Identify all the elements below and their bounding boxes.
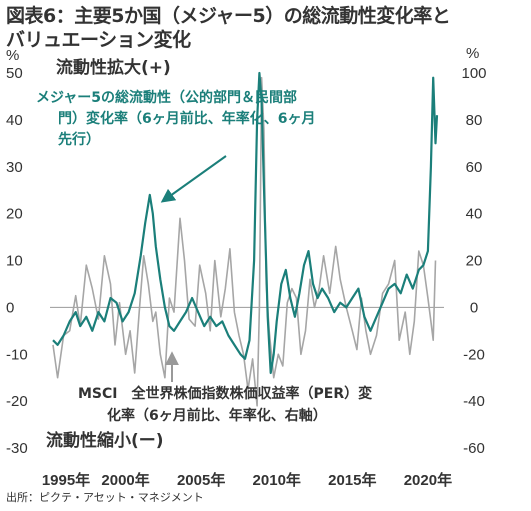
- y-right-tick-label: 60: [466, 159, 483, 176]
- y-left-tick-label: -20: [6, 393, 28, 410]
- y-left-unit: %: [6, 47, 19, 64]
- y-left-tick-label: -10: [6, 346, 28, 363]
- series-line-liquidity: [52, 71, 439, 375]
- chart-title-line1: 図表6：主要5か国（メジャー5）の総流動性変化率と: [6, 5, 451, 27]
- source-note: 出所：ピクテ・アセット・マネジメント: [6, 491, 204, 504]
- annotations-group: 流動性拡大(+) 流動性縮小(ー) メジャー5の総流動性（公的部門＆民間部門）変化率…: [36, 57, 372, 451]
- y-right-tick-label: -20: [463, 346, 485, 363]
- x-tick-label: 2005年: [177, 471, 225, 489]
- chart-title-line2: バリュエーション変化: [6, 29, 191, 51]
- axes-group: 50403020100-10-20-30100806040200-20-40-6…: [6, 45, 487, 489]
- y-right-tick-label: 100: [461, 65, 486, 82]
- y-left-tick-label: 10: [6, 253, 23, 270]
- x-tick-label: 2020年: [404, 471, 452, 489]
- liquidity-series-label: メジャー5の総流動性（公的部門＆民間部: [36, 89, 297, 106]
- x-tick-label: 2000年: [101, 471, 149, 489]
- liquidity-series-label: 門）変化率（6ヶ月前比、年率化、6ヶ月: [58, 110, 315, 127]
- liquidity-down-label: 流動性縮小(ー): [46, 430, 164, 451]
- liquidity-arrow: [160, 155, 227, 203]
- y-right-tick-label: 20: [466, 253, 483, 270]
- y-right-tick-label: -40: [463, 393, 485, 410]
- x-tick-label: 1995年: [42, 471, 90, 489]
- x-tick-label: 2015年: [328, 471, 376, 489]
- y-left-tick-label: 20: [6, 206, 23, 223]
- y-left-tick-label: 50: [6, 65, 23, 82]
- y-left-tick-label: -30: [6, 440, 28, 457]
- y-left-tick-label: 40: [6, 112, 23, 129]
- liquidity-up-label: 流動性拡大(+): [56, 57, 171, 78]
- chart-title: 図表6：主要5か国（メジャー5）の総流動性変化率と バリュエーション変化: [6, 4, 451, 52]
- series-line-msci-per: [52, 76, 437, 407]
- y-right-tick-label: 0: [470, 299, 478, 316]
- y-right-tick-label: 40: [466, 206, 483, 223]
- y-right-tick-label: -60: [463, 440, 485, 457]
- y-left-tick-label: 30: [6, 159, 23, 176]
- per-series-label: 化率（6ヶ月前比、年率化、右軸）: [107, 407, 327, 424]
- liquidity-series-label: 先行）: [58, 131, 100, 148]
- x-tick-label: 2010年: [253, 471, 301, 489]
- y-right-tick-label: 80: [466, 112, 483, 129]
- y-right-unit: %: [466, 45, 479, 62]
- series-lines-group: [52, 71, 439, 407]
- per-series-label: MSCI 全世界株価指数株価収益率（PER）変: [78, 385, 372, 402]
- y-left-tick-label: 0: [6, 299, 14, 316]
